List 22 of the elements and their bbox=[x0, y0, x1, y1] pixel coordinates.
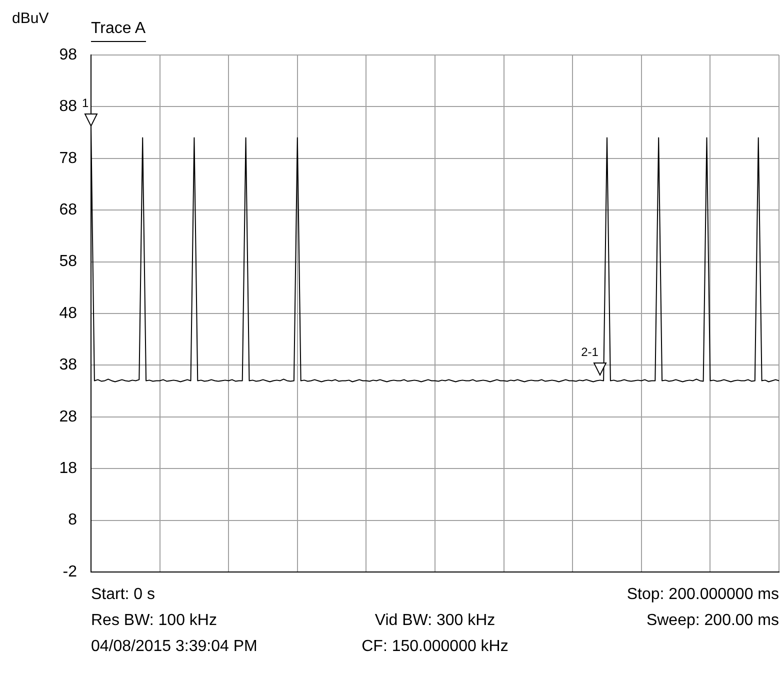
y-tick-label: 98 bbox=[59, 46, 78, 64]
y-tick-label: 88 bbox=[59, 98, 78, 116]
y-tick-label: 28 bbox=[59, 408, 78, 426]
y-tick-label: 38 bbox=[59, 356, 78, 374]
chart-title: Trace A bbox=[91, 20, 146, 42]
text: Res BW: 100 kHz bbox=[91, 612, 218, 630]
text: CF: 150.000000 kHz bbox=[360, 638, 510, 656]
text: Start: 0 s bbox=[91, 586, 156, 604]
y-axis-title: dBuV bbox=[12, 10, 49, 27]
y-tick-label: 8 bbox=[68, 512, 78, 529]
y-tick-label: 48 bbox=[59, 304, 78, 322]
text: Sweep: 200.00 ms bbox=[645, 612, 779, 630]
y-tick-label: 58 bbox=[59, 253, 78, 270]
text: 04/08/2015 3:39:04 PM bbox=[91, 638, 258, 656]
annotation: 2-1 bbox=[581, 344, 598, 359]
y-tick-label: 18 bbox=[59, 460, 78, 478]
y-tick-label: 68 bbox=[59, 202, 78, 219]
text: Vid BW: 300 kHz bbox=[374, 612, 496, 630]
text: Stop: 200.000000 ms bbox=[626, 586, 779, 604]
y-tick-label: -2 bbox=[62, 563, 78, 580]
y-tick-label: 78 bbox=[59, 150, 78, 167]
text: 1 bbox=[82, 96, 89, 110]
